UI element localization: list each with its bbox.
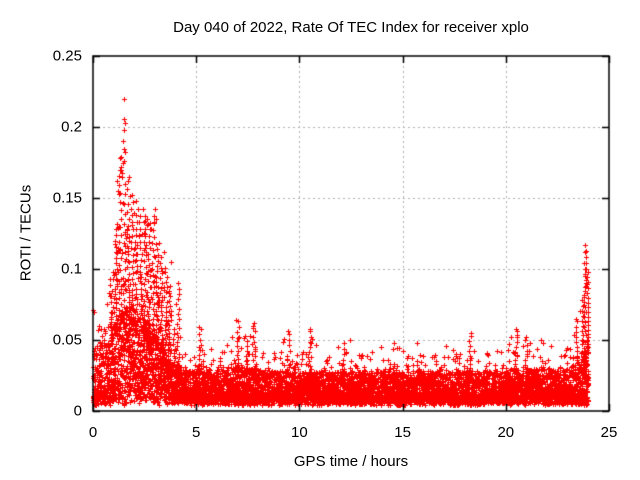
y-tick-label: 0.05 [52,331,82,349]
y-tick-label: 0 [73,402,82,420]
x-tick-label: 5 [192,424,201,441]
x-tick-label: 25 [600,424,618,441]
y-tick-label: 0.25 [52,47,82,65]
x-tick-label: 10 [291,424,308,441]
x-tick-label: 20 [497,424,515,441]
y-tick-label: 0.15 [52,189,82,207]
x-tick-label: 15 [394,424,411,441]
chart-title: Day 040 of 2022, Rate Of TEC Index for r… [173,19,529,36]
y-tick-label: 0.1 [61,260,82,278]
x-tick-label: 0 [88,424,98,441]
y-tick-label: 0.2 [61,118,82,136]
x-axis-label: GPS time / hours [293,453,409,470]
